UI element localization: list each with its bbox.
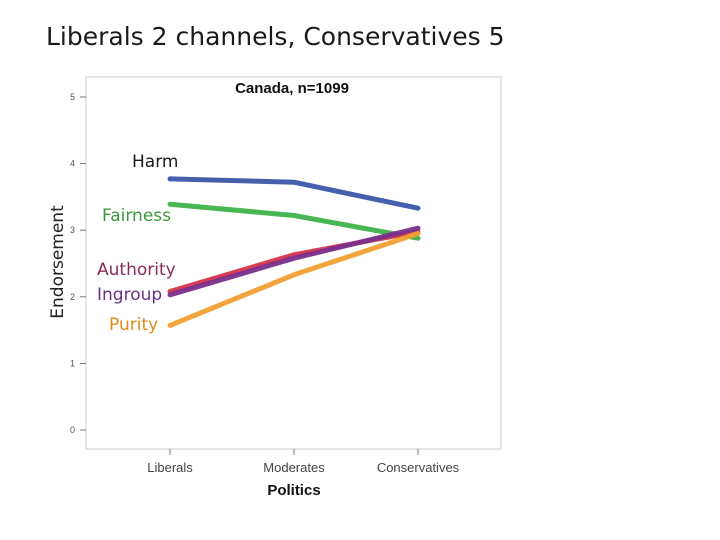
x-tick-label: Moderates [263,460,325,475]
y-tick-label: 2 [70,292,75,302]
series-line-fairness [167,201,421,241]
x-axis-label: Politics [267,482,320,499]
series-label-fairness: Fairness [102,206,171,226]
series-label-harm: Harm [132,152,178,172]
x-tick-label: Conservatives [377,460,460,475]
series-lines [167,176,421,328]
series-line-harm [167,176,421,211]
x-axis: Liberals Moderates Conservatives [147,449,460,475]
series-line-ingroup [167,225,421,298]
x-tick-label: Liberals [147,460,193,475]
series-labels: Harm Fairness Authority Ingroup Purity [97,152,178,335]
y-tick-label: 5 [70,92,75,102]
y-tick-label: 1 [70,358,75,368]
y-tick-label: 4 [70,159,75,169]
y-tick-label: 0 [70,425,75,435]
y-axis: 0 1 2 3 4 5 [70,92,86,435]
series-line-purity [167,231,421,328]
series-label-authority: Authority [97,260,176,280]
series-label-purity: Purity [109,315,158,335]
series-label-ingroup: Ingroup [97,285,162,305]
slide-title: Liberals 2 channels, Conservatives 5 [46,22,505,51]
y-tick-label: 3 [70,225,75,235]
chart-title: Canada, n=1099 [235,80,349,97]
y-axis-label: Endorsement [48,205,68,319]
plot-frame [85,76,502,450]
